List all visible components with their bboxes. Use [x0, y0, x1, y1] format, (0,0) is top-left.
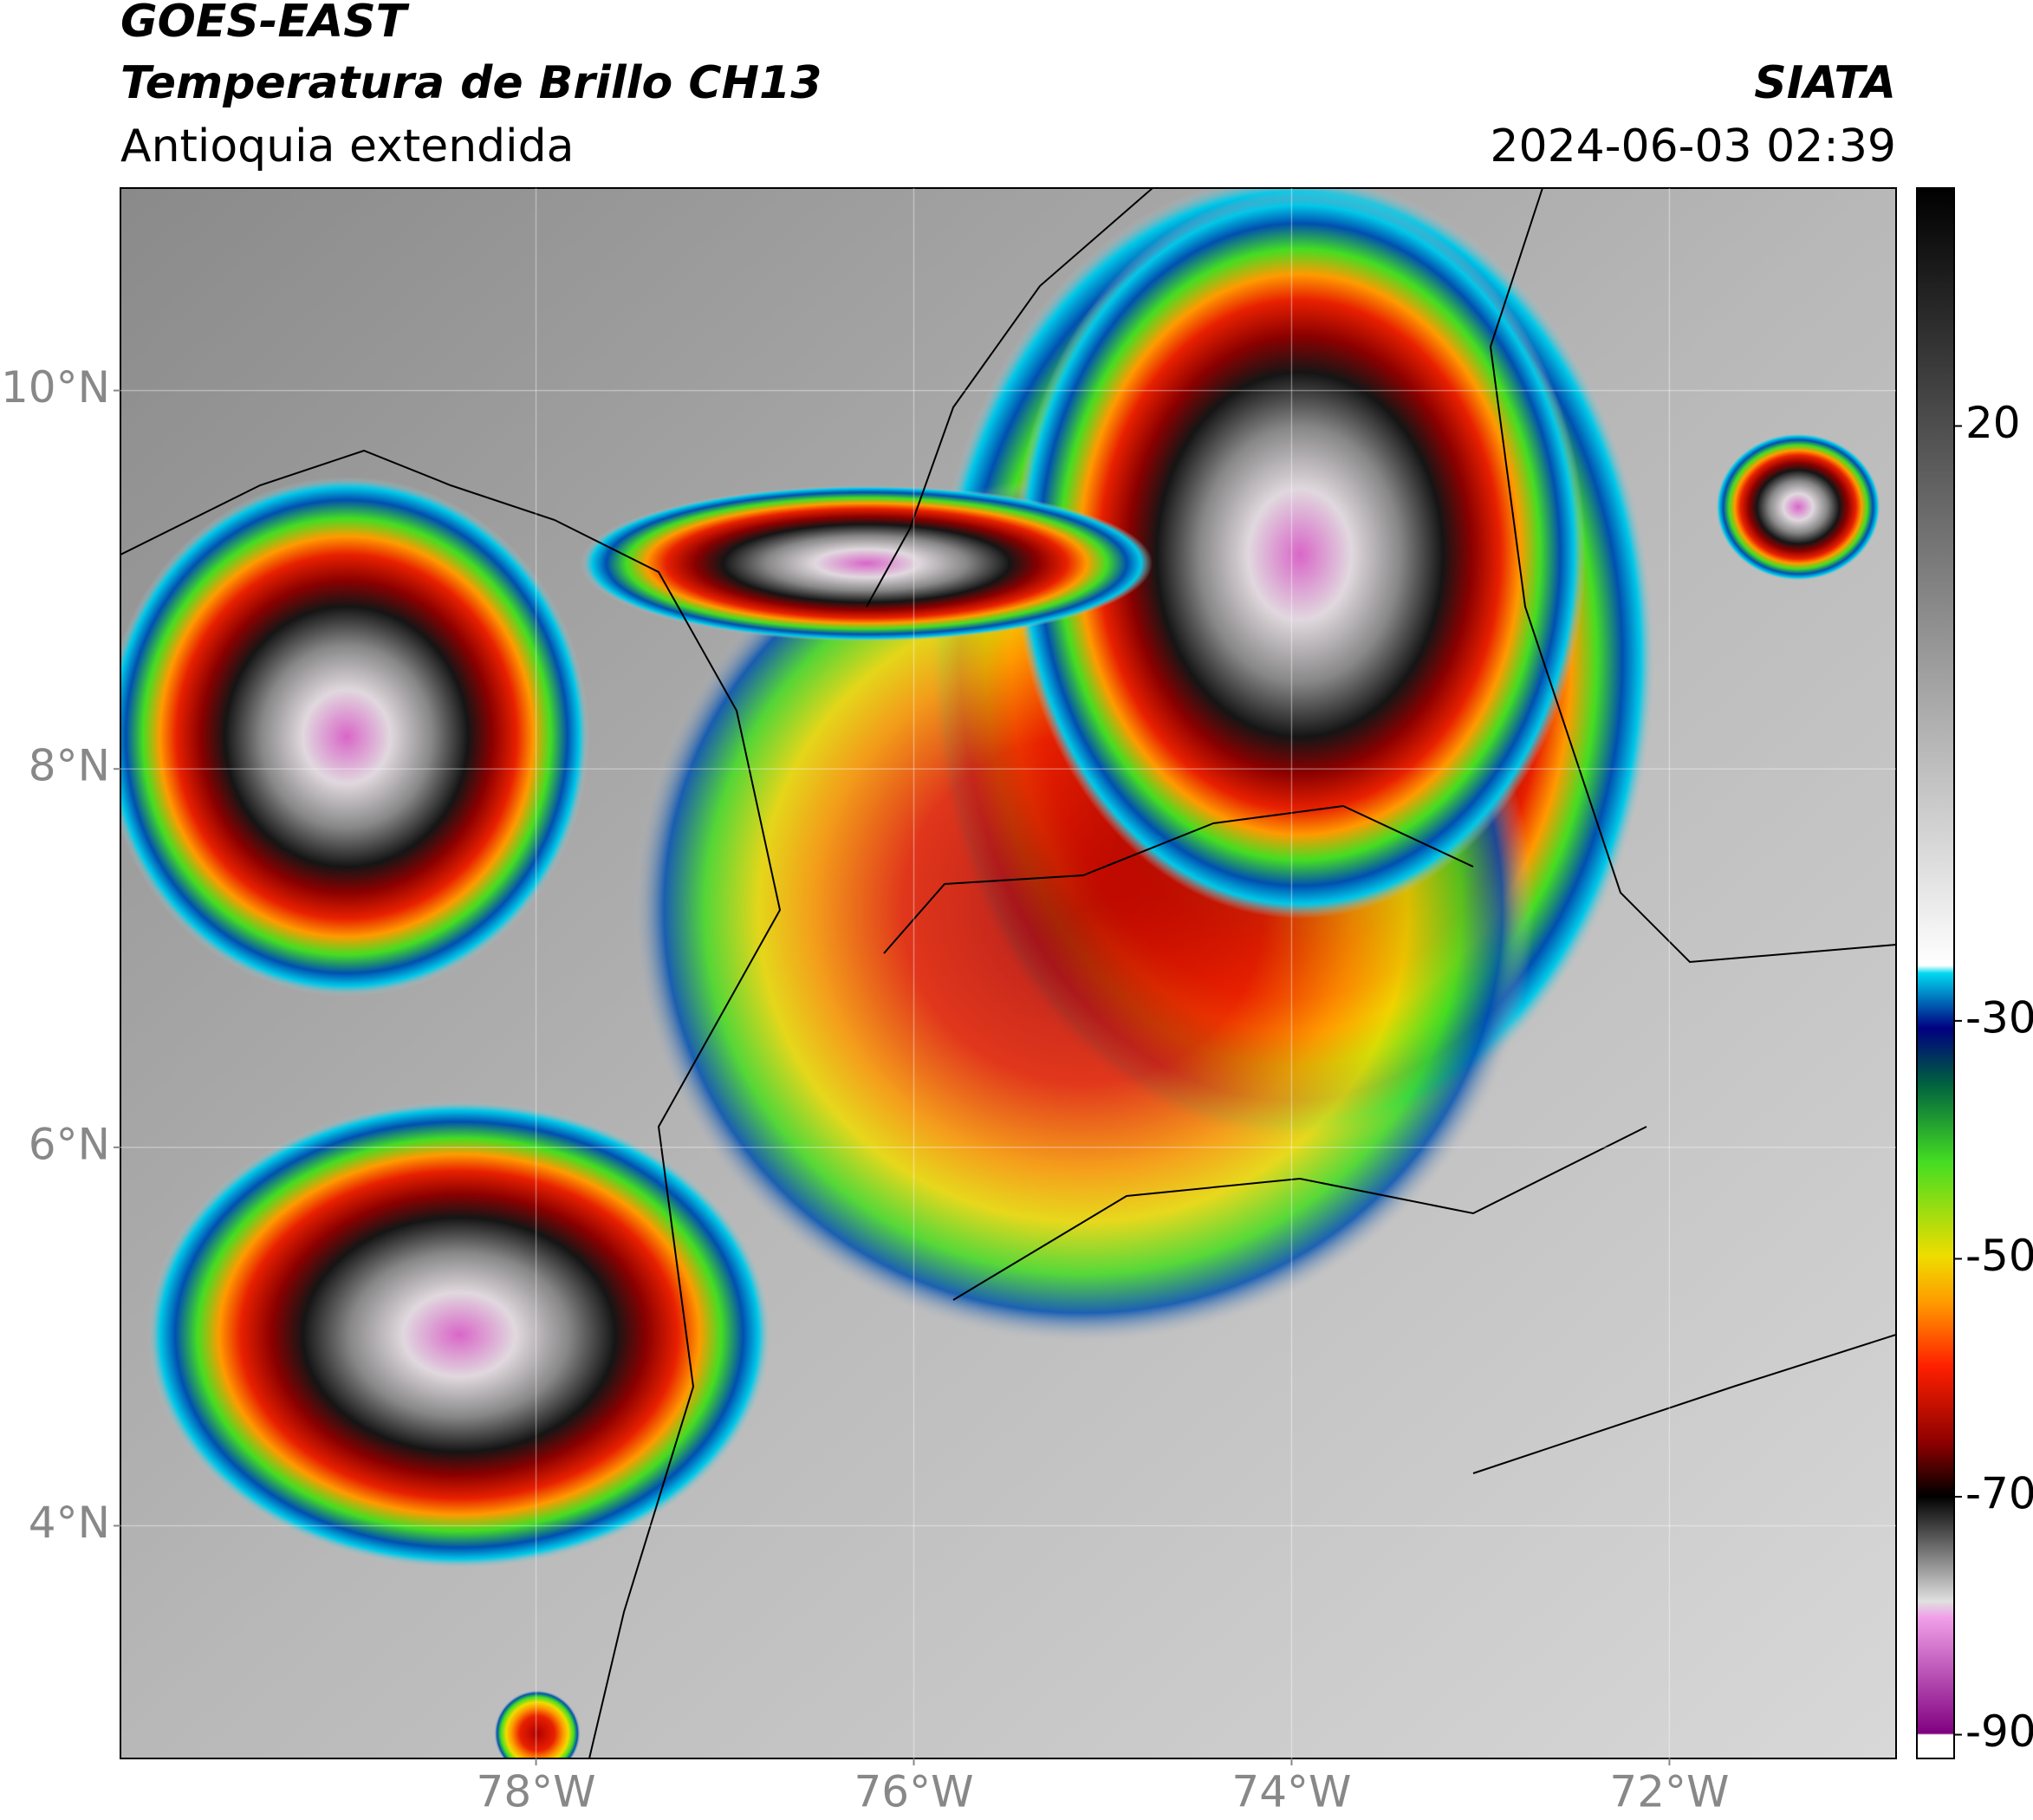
colorbar [1916, 187, 1955, 1759]
region: Antioquia extendida [120, 120, 575, 172]
colorbar-label: -50 [1965, 1231, 2033, 1281]
satellite-image [120, 188, 1896, 1758]
subtitle: Temperatura de Brillo CH13 [120, 57, 822, 109]
y-tick-label: 6°N [29, 1119, 110, 1169]
datetime: 2024-06-03 02:39 [1490, 120, 1896, 172]
x-tick-label: 74°W [1231, 1767, 1351, 1817]
y-tick-label: 8°N [29, 741, 110, 791]
title: GOES-EAST [120, 0, 410, 48]
source: SIATA [1754, 57, 1896, 109]
colorbar-label: -70 [1965, 1469, 2033, 1519]
colorbar-label: -30 [1965, 992, 2033, 1043]
borders [120, 188, 1896, 1758]
x-tick-label: 72°W [1609, 1767, 1729, 1817]
y-tick-label: 10°N [1, 362, 110, 413]
map-frame [120, 187, 1897, 1759]
y-tick-label: 4°N [29, 1498, 110, 1548]
x-tick-label: 76°W [854, 1767, 973, 1817]
x-tick-label: 78°W [477, 1767, 596, 1817]
colorbar-label: 20 [1965, 398, 2021, 448]
colorbar-label: -90 [1965, 1706, 2033, 1757]
